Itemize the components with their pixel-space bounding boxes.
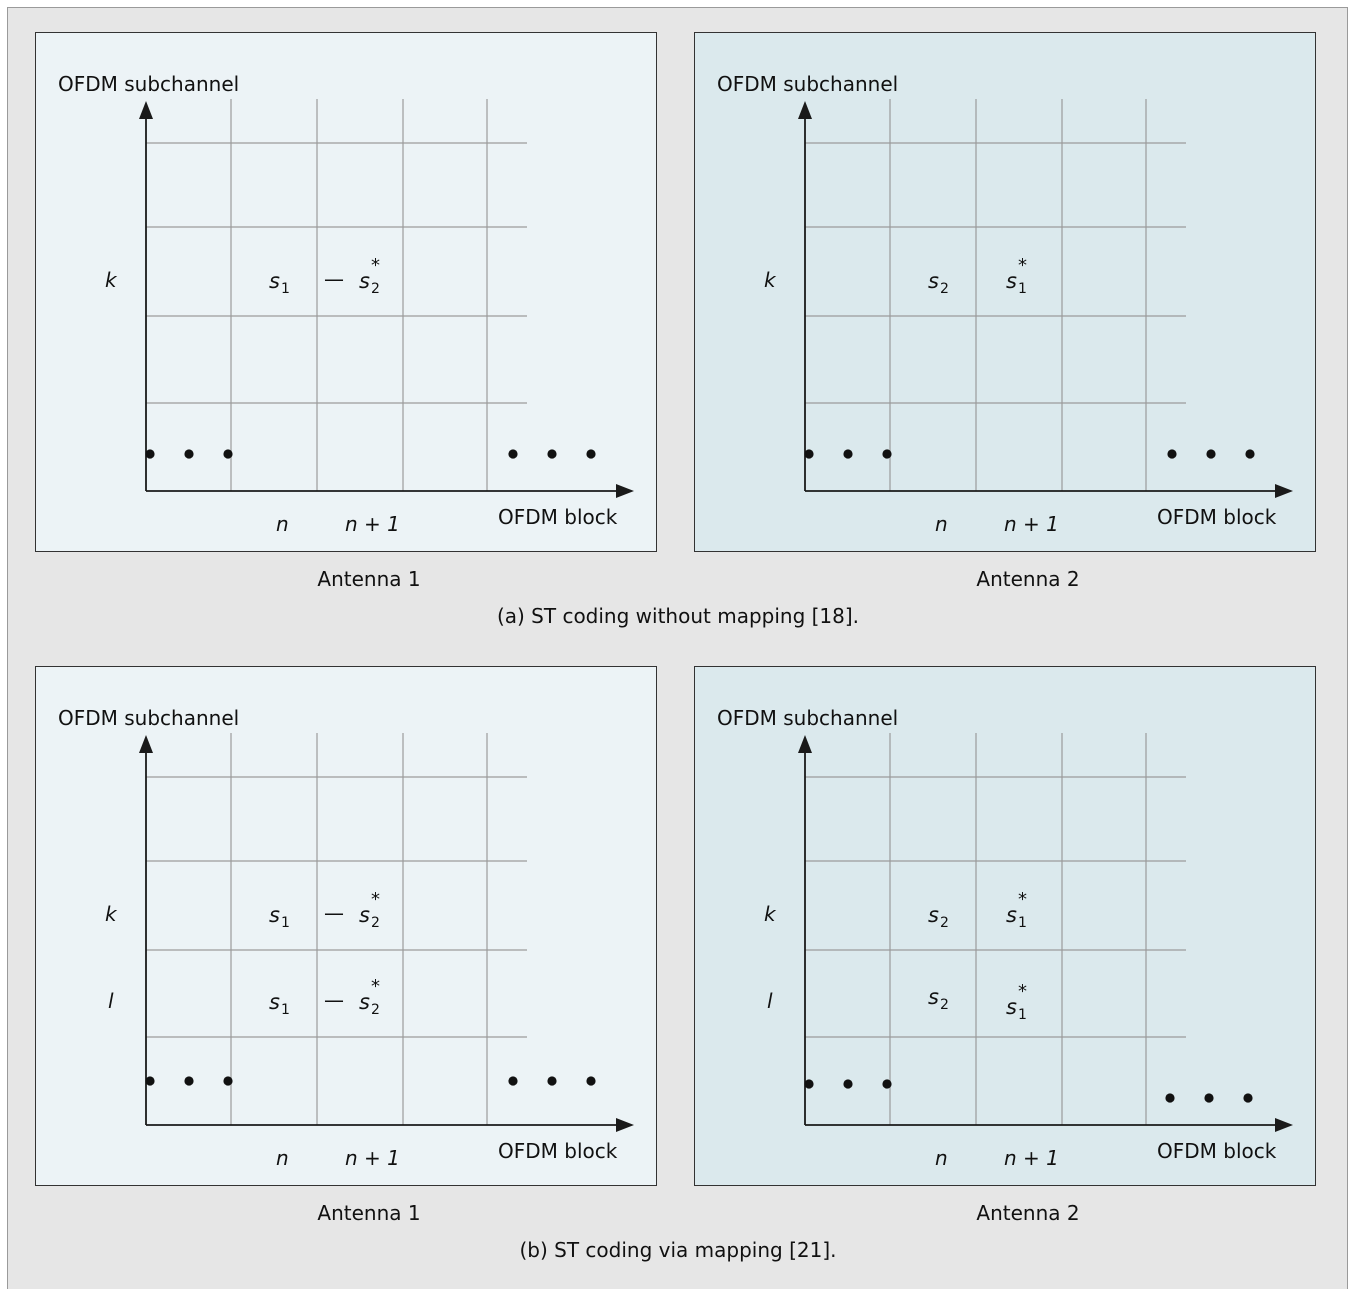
caption-b-antenna2: Antenna 2 <box>976 1201 1080 1225</box>
k-label: k <box>105 902 117 926</box>
k-label: k <box>764 902 776 926</box>
x-axis-label: OFDM block <box>1157 1139 1277 1163</box>
symbol-s1-conj-l: s1 * <box>1006 981 1027 1023</box>
ellipsis-dot-right <box>1206 449 1216 459</box>
grid-svg <box>139 99 634 498</box>
ellipsis-dot-left <box>882 449 892 459</box>
ellipsis-dot-left <box>882 1079 892 1089</box>
minus-sign-l: — <box>324 988 344 1012</box>
ellipsis-dot-left <box>804 1079 814 1089</box>
n-plus-1-label: n + 1 <box>1004 1146 1059 1170</box>
y-axis-label: OFDM subchannel <box>717 706 899 730</box>
n-plus-1-label: n + 1 <box>345 512 400 536</box>
figure: OFDM subchannel OFDM block n n + 1 k s1 … <box>7 7 1348 1289</box>
x-axis-label: OFDM block <box>498 505 618 529</box>
caption-a-antenna2: Antenna 2 <box>976 567 1080 591</box>
ellipsis-dot-left <box>145 449 155 459</box>
ellipsis-dot-left <box>184 449 194 459</box>
symbol-s1-k: s1 <box>269 903 290 931</box>
ellipsis-dot-right <box>508 1076 518 1086</box>
ellipsis-dot-right <box>1245 449 1255 459</box>
symbol-s2-conj: s2 * <box>359 255 380 297</box>
minus-sign-k: — <box>324 901 344 925</box>
ellipsis-dot-right <box>547 1076 557 1086</box>
ellipsis-dot-left <box>223 449 233 459</box>
grid-svg <box>798 733 1293 1132</box>
caption-b-antenna1: Antenna 1 <box>317 1201 421 1225</box>
ellipsis-dot-right <box>586 449 596 459</box>
y-axis-arrowhead <box>139 101 153 119</box>
ellipsis-dot-right <box>1204 1093 1214 1103</box>
y-axis-arrowhead <box>798 735 812 753</box>
k-label: k <box>764 268 776 292</box>
symbol-s2-k: s2 <box>928 903 949 931</box>
minus-sign: — <box>324 267 344 291</box>
figure-caption-b: (b) ST coding via mapping [21]. <box>519 1238 837 1262</box>
k-label: k <box>105 268 117 292</box>
n-label: n <box>935 512 948 536</box>
n-plus-1-label: n + 1 <box>345 1146 400 1170</box>
y-axis-label: OFDM subchannel <box>717 72 899 96</box>
ellipsis-dot-right <box>1167 449 1177 459</box>
symbol-s2-conj-k: s2 * <box>359 889 380 931</box>
l-label: l <box>767 989 773 1013</box>
x-axis-arrowhead <box>1275 1118 1293 1132</box>
n-label: n <box>935 1146 948 1170</box>
symbol-s1-l: s1 <box>269 990 290 1018</box>
ellipsis-dot-right <box>586 1076 596 1086</box>
symbol-s2-conj-l: s2 * <box>359 976 380 1018</box>
y-axis-label: OFDM subchannel <box>58 706 240 730</box>
n-label: n <box>276 1146 289 1170</box>
ellipsis-dot-right <box>547 449 557 459</box>
caption-a-antenna1: Antenna 1 <box>317 567 421 591</box>
ellipsis-dot-left <box>145 1076 155 1086</box>
y-axis-arrowhead <box>139 735 153 753</box>
panel-a-antenna2: OFDM subchannel OFDM block n n + 1 k s2 … <box>694 32 1316 552</box>
n-label: n <box>276 512 289 536</box>
y-axis-arrowhead <box>798 101 812 119</box>
panel-b-antenna2: OFDM subchannel OFDM block n n + 1 k l s… <box>694 666 1316 1186</box>
ellipsis-dot-left <box>843 1079 853 1089</box>
symbol-s1: s1 <box>269 269 290 297</box>
panel-a-antenna1: OFDM subchannel OFDM block n n + 1 k s1 … <box>35 32 657 552</box>
symbol-s2-l: s2 <box>928 985 949 1013</box>
grid-svg <box>798 99 1293 498</box>
x-axis-arrowhead <box>616 484 634 498</box>
l-label: l <box>108 989 114 1013</box>
ellipsis-dot-right <box>1165 1093 1175 1103</box>
grid-svg <box>139 733 634 1132</box>
ellipsis-dot-left <box>223 1076 233 1086</box>
x-axis-label: OFDM block <box>1157 505 1277 529</box>
figure-caption-a: (a) ST coding without mapping [18]. <box>496 604 860 628</box>
y-axis-label: OFDM subchannel <box>58 72 240 96</box>
n-plus-1-label: n + 1 <box>1004 512 1059 536</box>
panel-b-antenna1: OFDM subchannel OFDM block n n + 1 k l s… <box>35 666 657 1186</box>
ellipsis-dot-right <box>508 449 518 459</box>
symbol-s2: s2 <box>928 269 949 297</box>
x-axis-arrowhead <box>1275 484 1293 498</box>
x-axis-arrowhead <box>616 1118 634 1132</box>
ellipsis-dot-left <box>184 1076 194 1086</box>
ellipsis-dot-right <box>1243 1093 1253 1103</box>
ellipsis-dot-left <box>804 449 814 459</box>
x-axis-label: OFDM block <box>498 1139 618 1163</box>
symbol-s1-conj: s1 * <box>1006 255 1027 297</box>
symbol-s1-conj-k: s1 * <box>1006 889 1027 931</box>
ellipsis-dot-left <box>843 449 853 459</box>
